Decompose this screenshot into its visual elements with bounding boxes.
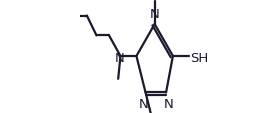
Text: N: N (150, 8, 159, 21)
Text: N: N (138, 97, 148, 110)
Text: N: N (115, 52, 125, 64)
Text: N: N (164, 97, 173, 110)
Text: SH: SH (191, 52, 209, 64)
